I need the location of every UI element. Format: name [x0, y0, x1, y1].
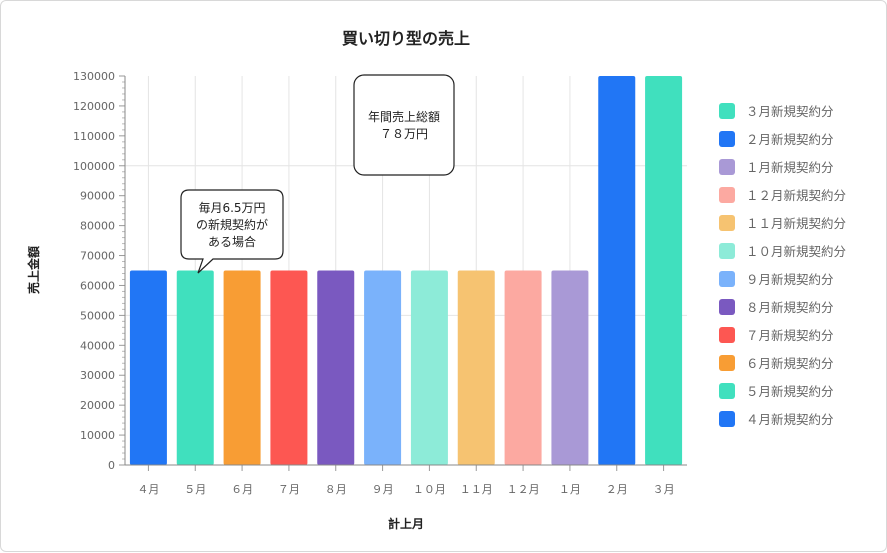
legend-swatch — [719, 243, 735, 259]
legend-item[interactable]: ２月新規契約分 — [719, 131, 834, 147]
monthly-callout: 毎月6.5万円 の新規契約が ある場合 — [180, 189, 284, 274]
monthly-callout-line-1: 毎月6.5万円 — [198, 200, 265, 215]
x-tick-label: ５月 — [184, 483, 206, 496]
bar-4月 — [129, 270, 167, 465]
legend-swatch — [719, 187, 735, 203]
legend-label: ２月新規契約分 — [746, 132, 834, 147]
legend-swatch — [719, 411, 735, 427]
legend-label: ４月新規契約分 — [746, 412, 834, 427]
bar-2月 — [598, 76, 636, 465]
bar-8月 — [317, 270, 355, 465]
legend-swatch — [719, 383, 735, 399]
y-tick-label: 100000 — [73, 160, 115, 173]
bar-1月 — [551, 270, 589, 465]
legend-label: １月新規契約分 — [746, 160, 834, 175]
x-tick-label: １１月 — [460, 483, 493, 496]
bar-7月 — [270, 270, 308, 465]
legend-label: ５月新規契約分 — [746, 384, 834, 399]
y-tick-label: 70000 — [80, 250, 115, 263]
legend-item[interactable]: １１月新規契約分 — [719, 215, 846, 231]
legend-item[interactable]: １２月新規契約分 — [719, 187, 846, 203]
total-callout-line-1: 年間売上総額 — [368, 109, 440, 124]
x-tick-label: ８月 — [325, 483, 347, 496]
legend-label: ３月新規契約分 — [746, 104, 834, 119]
y-tick-label: 90000 — [80, 190, 115, 203]
legend-label: １２月新規契約分 — [746, 188, 846, 203]
legend-swatch — [719, 131, 735, 147]
y-axis-ticks: 0 10000 20000 30000 40000 50000 60000 70000 8000… — [73, 70, 125, 472]
legend-label: ８月新規契約分 — [746, 300, 834, 315]
legend-swatch — [719, 215, 735, 231]
x-tick-label: ２月 — [606, 483, 628, 496]
y-tick-label: 50000 — [80, 309, 115, 322]
legend-item[interactable]: ７月新規契約分 — [719, 327, 834, 343]
bar-3月 — [645, 76, 683, 465]
legend-swatch — [719, 271, 735, 287]
y-tick-label: 110000 — [73, 130, 115, 143]
legend-swatch — [719, 103, 735, 119]
y-tick-label: 130000 — [73, 70, 115, 83]
chart-title: 買い切り型の売上 — [342, 29, 470, 48]
y-tick-label: 60000 — [80, 279, 115, 292]
bars — [129, 76, 683, 465]
bar-5月 — [176, 270, 214, 465]
legend-item[interactable]: ９月新規契約分 — [719, 271, 834, 287]
legend-swatch — [719, 355, 735, 371]
legend-swatch — [719, 159, 735, 175]
y-tick-label: 120000 — [73, 100, 115, 113]
legend-item[interactable]: １０月新規契約分 — [719, 243, 846, 259]
y-tick-label: 40000 — [80, 339, 115, 352]
legend-label: ９月新規契約分 — [746, 272, 834, 287]
legend-item[interactable]: ４月新規契約分 — [719, 411, 834, 427]
y-tick-label: 80000 — [80, 220, 115, 233]
x-axis-ticks: ４月 ５月 ６月 ７月 ８月 ９月 １０月 １１月 １２月 １月 ２月 ３月 — [137, 465, 675, 496]
bar-6月 — [223, 270, 261, 465]
bar-9月 — [364, 270, 402, 465]
legend-swatch — [719, 299, 735, 315]
legend-label: １１月新規契約分 — [746, 216, 846, 231]
x-tick-label: １月 — [559, 483, 581, 496]
x-tick-label: ９月 — [372, 483, 394, 496]
y-tick-label: 30000 — [80, 369, 115, 382]
legend-label: ６月新規契約分 — [746, 356, 834, 371]
y-axis-title: 売上金額 — [26, 246, 41, 294]
legend-item[interactable]: ６月新規契約分 — [719, 355, 834, 371]
bar-10月 — [410, 270, 448, 465]
x-tick-label: ４月 — [137, 483, 159, 496]
x-tick-label: １２月 — [507, 483, 540, 496]
legend-item[interactable]: ８月新規契約分 — [719, 299, 834, 315]
legend-label: ７月新規契約分 — [746, 328, 834, 343]
total-callout: 年間売上総額 ７８万円 — [353, 74, 455, 176]
legend-item[interactable]: ５月新規契約分 — [719, 383, 834, 399]
legend-item[interactable]: ３月新規契約分 — [719, 103, 834, 119]
legend-label: １０月新規契約分 — [746, 244, 846, 259]
x-tick-label: ６月 — [231, 483, 253, 496]
x-axis-title: 計上月 — [388, 516, 424, 531]
bar-11月 — [457, 270, 495, 465]
monthly-callout-line-2: の新規契約が — [196, 217, 268, 232]
total-callout-line-2: ７８万円 — [380, 127, 428, 141]
y-tick-label: 10000 — [80, 429, 115, 442]
legend-swatch — [719, 327, 735, 343]
x-tick-label: １０月 — [413, 483, 446, 496]
legend: ３月新規契約分 ２月新規契約分 １月新規契約分 １２月新規契約分 １１月新規契約分 １０月… — [719, 103, 846, 427]
y-tick-label: 20000 — [80, 399, 115, 412]
x-tick-label: ３月 — [653, 483, 675, 496]
bar-12月 — [504, 270, 542, 465]
y-tick-label: 0 — [108, 459, 115, 472]
x-tick-label: ７月 — [278, 483, 300, 496]
monthly-callout-line-3: ある場合 — [208, 234, 256, 249]
legend-item[interactable]: １月新規契約分 — [719, 159, 834, 175]
